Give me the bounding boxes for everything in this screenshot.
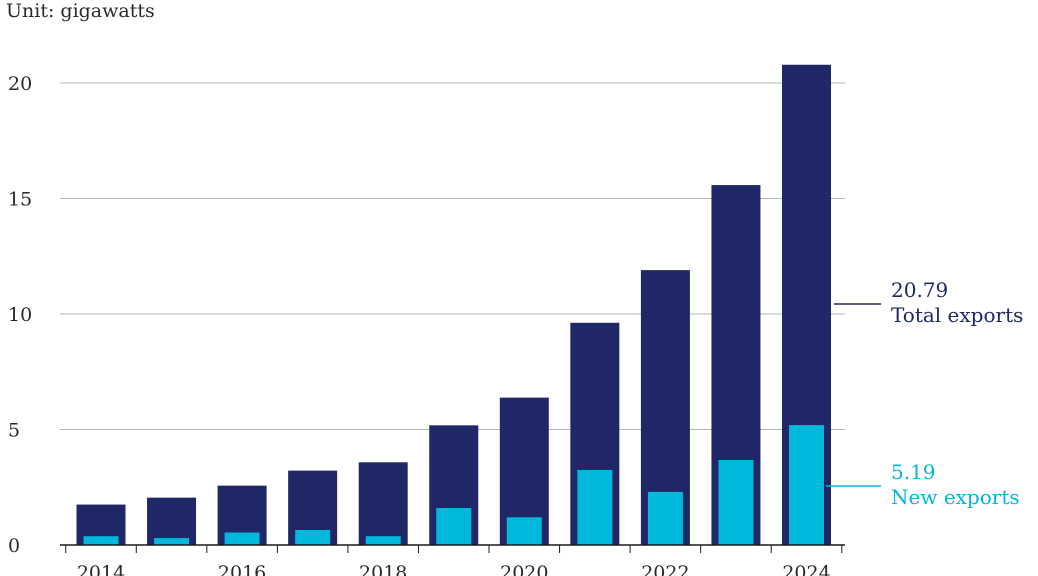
bar-new-exports-2015 (154, 538, 190, 545)
x-tick-label: 2018 (359, 562, 407, 576)
bar-new-exports-2017 (295, 529, 331, 545)
bar-new-exports-2020 (506, 517, 542, 545)
bar-new-exports-2021 (577, 469, 613, 545)
label-new-exports-name: New exports (891, 485, 1020, 509)
bar-new-exports-2022 (647, 491, 683, 545)
x-tick-label: 2022 (641, 562, 689, 576)
x-tick-label: 2020 (500, 562, 548, 576)
x-tick-label: 2024 (782, 562, 830, 576)
y-tick-label: 5 (8, 420, 20, 442)
y-tick-label: 15 (8, 189, 32, 211)
bar-new-exports-2014 (83, 536, 119, 545)
label-total-exports-value: 20.79 (891, 278, 948, 302)
bar-new-exports-2024 (789, 425, 824, 545)
label-total-exports-name: Total exports (891, 303, 1023, 327)
bar-total-exports-2015 (147, 497, 197, 545)
label-new-exports-value: 5.19 (891, 460, 936, 484)
x-tick-label: 2014 (77, 562, 125, 576)
y-tick-label: 20 (8, 73, 32, 95)
bar-total-exports-2018 (358, 462, 408, 545)
y-tick-label: 0 (8, 535, 20, 557)
x-tick-label: 2016 (218, 562, 266, 576)
axes: 0 5 10 15 20 2014 2016 2018 2020 2022 2024 (8, 73, 845, 576)
bars (76, 64, 831, 546)
bar-new-exports-2016 (224, 532, 260, 545)
bar-new-exports-2018 (365, 536, 401, 545)
bar-new-exports-2023 (718, 459, 754, 545)
y-tick-label: 10 (8, 304, 32, 326)
unit-label: Unit: gigawatts (6, 0, 155, 22)
bar-new-exports-2019 (436, 508, 472, 545)
